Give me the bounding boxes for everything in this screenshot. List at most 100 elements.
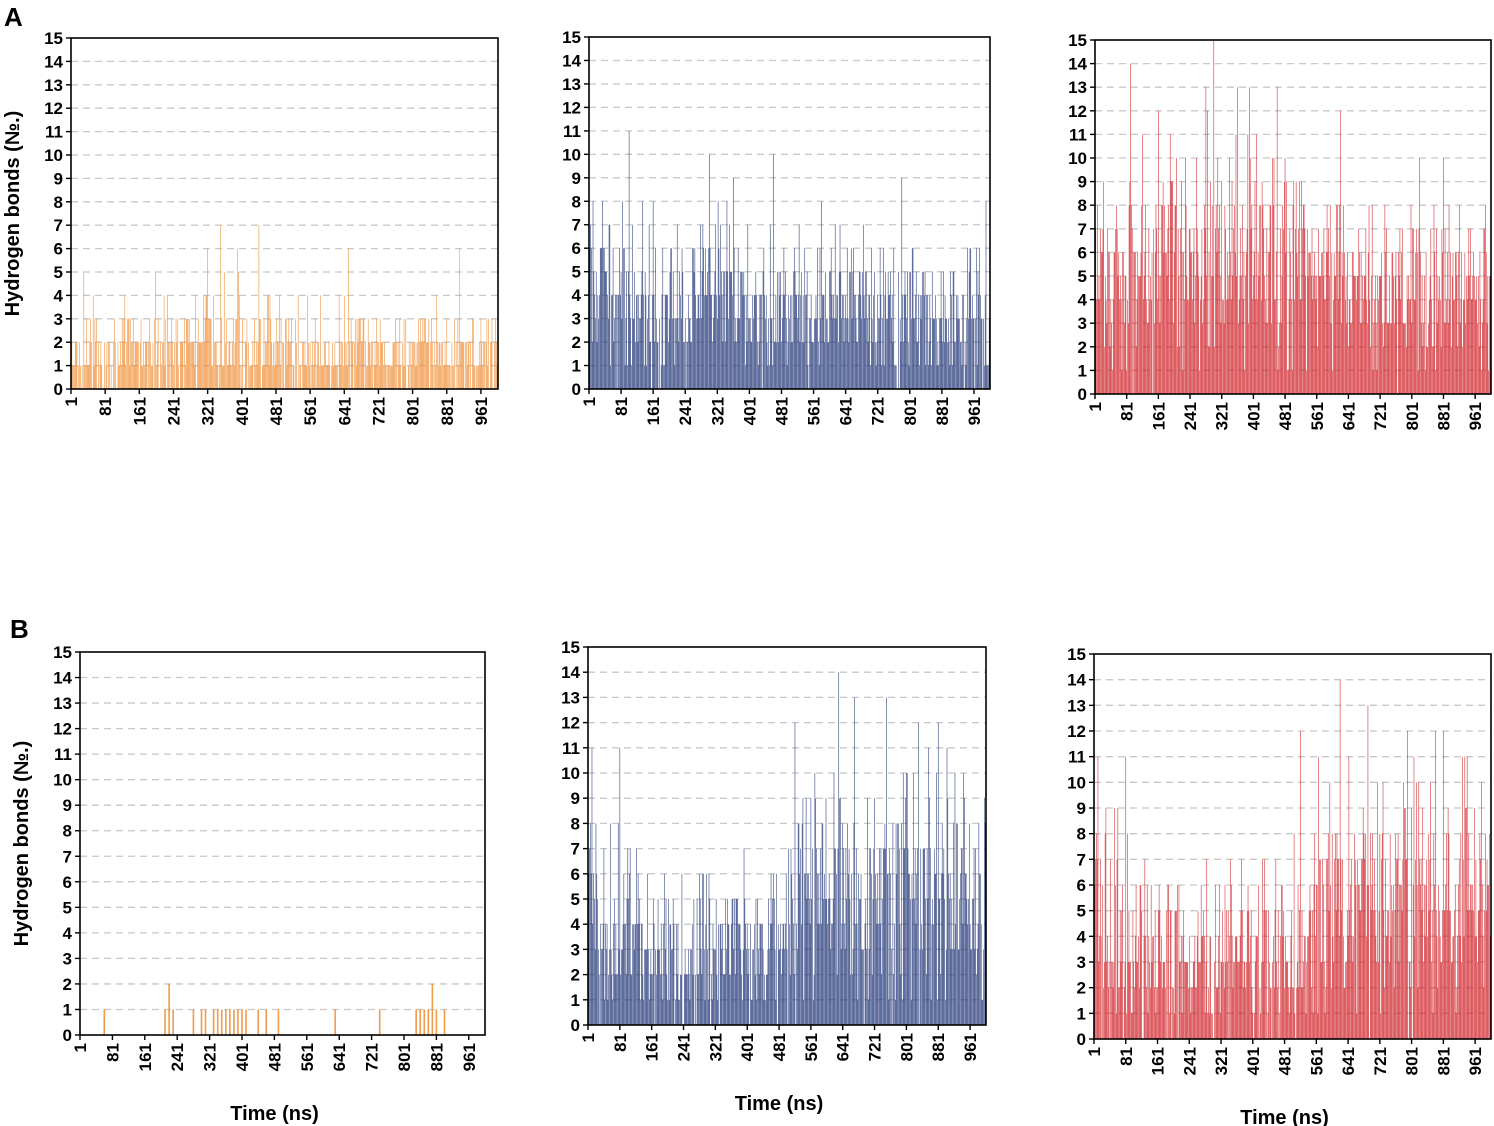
a2-bar-108 (675, 318, 676, 389)
a3-bar-299 (1331, 252, 1333, 394)
b2-bar-276 (807, 873, 808, 1025)
a1-bar-438 (444, 342, 446, 389)
a3-bar-196 (1249, 158, 1251, 394)
a2-bar-63 (639, 318, 640, 389)
b3-bar-148 (1211, 1013, 1212, 1039)
a3-bar-370 (1387, 323, 1389, 394)
b2-bar-400 (906, 773, 907, 1025)
a2-bar-316 (842, 295, 843, 389)
b2-bar-258 (793, 924, 794, 1025)
a1-bar-435 (442, 342, 443, 389)
b3-x-tick-label-8: 641 (1339, 1047, 1358, 1075)
b1-bar-13 (237, 1009, 239, 1035)
a3-bar-470 (1466, 299, 1468, 394)
a3-bar-294 (1327, 252, 1329, 394)
b3-bar-135 (1200, 885, 1202, 1039)
a1-bar-492 (490, 342, 492, 389)
b2-bar-67 (641, 924, 642, 1025)
b2-bar-184 (734, 899, 735, 1025)
a2-bar-335 (857, 342, 858, 389)
b2-bar-118 (681, 873, 683, 1025)
b2-bar-104 (670, 924, 672, 1025)
a2-bar-138 (699, 318, 700, 389)
a3-y-tick-label-3: 3 (1078, 314, 1087, 333)
b2-bar-127 (688, 974, 690, 1025)
a2-bar-135 (696, 318, 698, 389)
a3-bar-352 (1373, 323, 1375, 394)
b2-x-tick-label-11: 881 (929, 1033, 948, 1061)
a2-bar-49 (628, 271, 629, 389)
a1-bar-380 (395, 318, 396, 389)
b3-x-tick-label-9: 721 (1371, 1047, 1390, 1075)
a1-bar-172 (217, 365, 219, 389)
a2-bar-128 (691, 342, 692, 389)
b3-bar-434 (1438, 885, 1439, 1039)
a2-bar-111 (677, 318, 679, 389)
b2-bar-297 (824, 873, 825, 1025)
b3-bar-244 (1287, 962, 1289, 1039)
a1-bar-316 (340, 365, 342, 389)
a1-bar-246 (280, 318, 282, 389)
a1-bar-171 (216, 365, 218, 389)
a1-bar-137 (187, 318, 189, 389)
a1-bar-358 (376, 318, 378, 389)
a1-gridlines (71, 60, 498, 367)
a3-bar-57 (1139, 276, 1141, 394)
a1-bar-283 (312, 342, 313, 389)
a3-bar-487 (1480, 299, 1481, 394)
a3-bar-50 (1134, 252, 1135, 394)
b3-bar-295 (1327, 833, 1329, 1039)
b3-bar-247 (1289, 987, 1291, 1039)
a1-bar-295 (322, 365, 324, 389)
b3-bar-101 (1173, 1013, 1175, 1039)
b3-y-tick-label-7: 7 (1077, 850, 1086, 869)
b3-bar-356 (1376, 962, 1377, 1039)
b2-bar-52 (629, 873, 630, 1025)
a2-bar-424 (928, 342, 930, 389)
b2-bar-80 (651, 974, 652, 1025)
b1-bar-5 (200, 1009, 203, 1035)
a2-bar-306 (834, 318, 835, 389)
a1-bar-319 (343, 365, 344, 389)
a2-bar-254 (792, 342, 794, 389)
b2-bar-201 (747, 974, 749, 1025)
a3-bar-305 (1336, 205, 1337, 394)
b2-bar-141 (699, 899, 701, 1025)
b2-bar-106 (672, 949, 673, 1025)
b1-bar-21 (415, 1009, 417, 1035)
a2-bar-414 (920, 318, 922, 389)
a2-bar-34 (615, 295, 617, 389)
a2-bar-196 (745, 295, 747, 389)
a3-y-tick-label-13: 13 (1068, 78, 1087, 97)
b3-bar-458 (1457, 936, 1458, 1039)
a1-bar-307 (332, 365, 334, 389)
a2-bar-469 (964, 342, 966, 389)
b2-bar-107 (672, 899, 674, 1025)
b2-y-tick-label-14: 14 (561, 663, 580, 682)
b2-bar-451 (946, 747, 948, 1025)
a3-bar-325 (1352, 252, 1353, 394)
a2-bar-276 (810, 318, 811, 389)
a1-bar-230 (267, 295, 268, 389)
b2-x-tick-label-0: 1 (579, 1033, 598, 1042)
b3-bar-112 (1182, 936, 1184, 1039)
a1-bar-158 (205, 295, 207, 389)
b3-bar-178 (1235, 936, 1236, 1039)
a1-bar-215 (254, 318, 255, 389)
b2-bar-444 (941, 873, 942, 1025)
a1-bar-279 (308, 365, 310, 389)
b2-bar-21 (604, 999, 606, 1025)
b1-bar-16 (257, 1009, 259, 1035)
a2-bar-354 (872, 342, 874, 389)
b2-bar-111 (676, 924, 677, 1025)
b2-bar-422 (923, 848, 925, 1025)
b2-bar-100 (667, 999, 668, 1025)
a2-bar-45 (624, 365, 626, 389)
a2-y-tick-label-13: 13 (562, 75, 581, 94)
a1-bar-139 (189, 318, 191, 389)
a3-bar-453 (1453, 299, 1455, 394)
a3-bar-20 (1110, 299, 1112, 394)
a1-bar-114 (168, 342, 169, 389)
b2-bar-356 (871, 873, 872, 1025)
a1-bar-153 (201, 342, 202, 389)
